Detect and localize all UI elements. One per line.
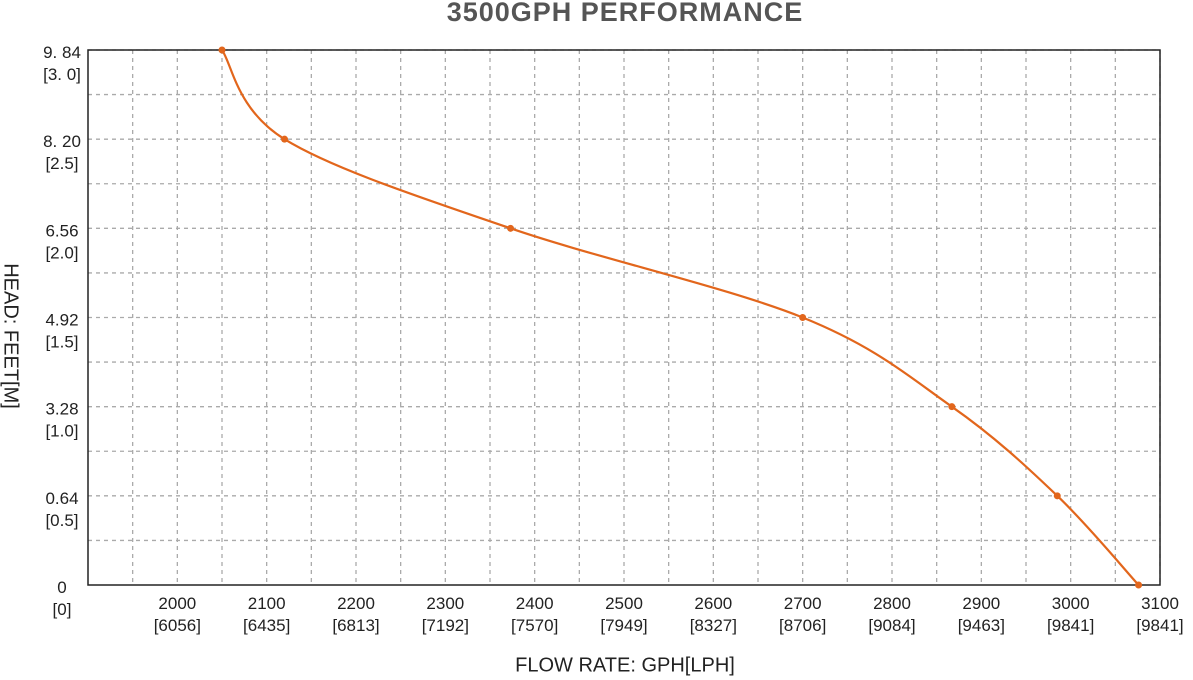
curve	[221, 49, 1140, 586]
point	[218, 46, 226, 54]
point	[281, 135, 289, 143]
x-tick-label: 2600 [8327]	[690, 594, 737, 635]
point	[1053, 492, 1061, 500]
x-tick-label: 2800 [9084]	[868, 594, 915, 635]
point	[507, 224, 515, 232]
x-tick-label: 2000 [6056]	[154, 594, 201, 635]
x-tick-label: 2700 [8706]	[779, 594, 826, 635]
plot-frame	[87, 49, 1161, 586]
x-tick-label: 2200 [6813]	[332, 594, 379, 635]
y-tick-label: 6.56 [2.0]	[45, 222, 78, 263]
point	[799, 314, 807, 321]
y-tick-label: 0 [0]	[53, 578, 72, 619]
y-axis-label: HEAD: FEET[M]	[0, 263, 22, 409]
x-tick-label: 2900 [9463]	[958, 594, 1005, 635]
x-tick-label: 2400 [7570]	[511, 594, 558, 635]
x-tick-label: 3100 [9841]	[1136, 594, 1183, 635]
x-tick-label: 2100 [6435]	[243, 594, 290, 635]
x-tick-label: 2300 [7192]	[422, 594, 469, 635]
y-tick-label: 8. 20 [2.5]	[43, 133, 81, 174]
point	[948, 403, 956, 411]
x-tick-label: 3000 [9841]	[1047, 594, 1094, 635]
point	[1135, 581, 1143, 589]
x-axis-label: FLOW RATE: GPH[LPH]	[515, 654, 735, 676]
y-tick-label: 0.64 [0.5]	[45, 489, 78, 530]
y-tick-label: 9. 84 [3. 0]	[43, 43, 81, 84]
y-tick-label: 4.92 [1.5]	[45, 311, 78, 352]
x-tick-label: 2500 [7949]	[600, 594, 647, 635]
y-tick-label: 3.28 [1.0]	[45, 400, 78, 441]
chart-title: 3500GPH PERFORMANCE	[447, 0, 804, 27]
